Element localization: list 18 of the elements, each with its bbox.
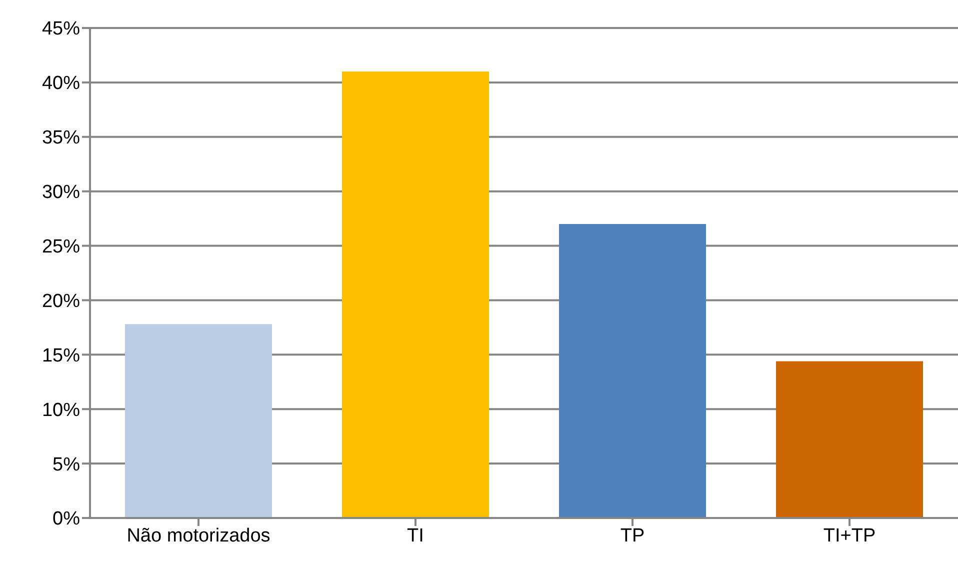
bar bbox=[342, 72, 489, 518]
y-tick-label: 25% bbox=[42, 236, 80, 258]
x-tick-label: Não motorizados bbox=[126, 525, 270, 546]
x-tick-label: TP bbox=[620, 525, 645, 546]
bar bbox=[776, 361, 923, 518]
bar bbox=[125, 324, 272, 518]
x-tick-label: TI bbox=[407, 525, 424, 546]
y-tick-label: 10% bbox=[42, 400, 80, 421]
y-tick-label: 15% bbox=[42, 345, 80, 366]
y-tick-label: 40% bbox=[42, 73, 80, 94]
y-tick-label: 45% bbox=[42, 18, 80, 40]
y-tick-label: 20% bbox=[42, 290, 80, 312]
y-tick-label: 30% bbox=[42, 182, 80, 204]
x-tick-label: TI+TP bbox=[823, 525, 876, 546]
y-tick-label: 5% bbox=[52, 454, 80, 476]
y-tick-label: 0% bbox=[52, 508, 80, 530]
bar bbox=[559, 224, 706, 518]
y-tick-label: 35% bbox=[42, 128, 80, 149]
